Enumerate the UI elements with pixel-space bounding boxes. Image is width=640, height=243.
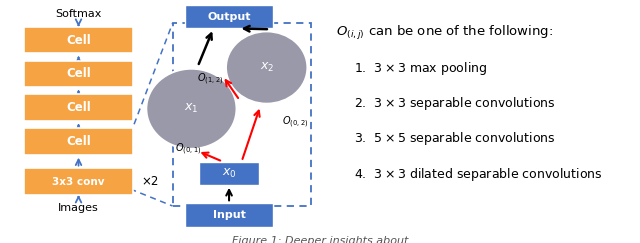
Text: $O_{(1,2)}$: $O_{(1,2)}$ [197, 72, 223, 87]
Text: $O_{(0,1)}$: $O_{(0,1)}$ [175, 142, 202, 157]
Text: Figure 1: Deeper insights about: Figure 1: Deeper insights about [232, 236, 408, 243]
Text: 1.  $3 \times 3$ max pooling: 1. $3 \times 3$ max pooling [355, 60, 488, 77]
Text: ×2: ×2 [141, 175, 159, 188]
FancyBboxPatch shape [199, 162, 259, 185]
FancyBboxPatch shape [24, 95, 133, 121]
Ellipse shape [147, 69, 237, 149]
Text: 2.  $3 \times 3$ separable convolutions: 2. $3 \times 3$ separable convolutions [355, 95, 556, 112]
FancyBboxPatch shape [24, 128, 133, 155]
FancyBboxPatch shape [24, 61, 133, 87]
Text: $x_2$: $x_2$ [260, 61, 274, 74]
Text: Cell: Cell [66, 135, 91, 148]
Text: Softmax: Softmax [55, 9, 102, 19]
Text: 3.  $5 \times 5$ separable convolutions: 3. $5 \times 5$ separable convolutions [355, 130, 556, 147]
Text: Input: Input [212, 210, 246, 220]
Ellipse shape [226, 31, 307, 104]
FancyBboxPatch shape [185, 5, 273, 28]
Text: Images: Images [58, 203, 99, 213]
Text: Cell: Cell [66, 34, 91, 47]
Bar [173, 23, 310, 206]
Text: $O_{(i,j)}$ can be one of the following:: $O_{(i,j)}$ can be one of the following: [336, 24, 553, 42]
Text: $O_{(0,2)}$: $O_{(0,2)}$ [282, 115, 308, 130]
Text: $x_1$: $x_1$ [184, 102, 198, 115]
Text: 4.  $3 \times 3$ dilated separable convolutions: 4. $3 \times 3$ dilated separable convol… [355, 166, 603, 183]
Text: Cell: Cell [66, 101, 91, 114]
Text: Output: Output [207, 12, 251, 22]
Text: Cell: Cell [66, 67, 91, 80]
FancyBboxPatch shape [24, 27, 133, 53]
Text: $x_0$: $x_0$ [221, 167, 236, 180]
FancyBboxPatch shape [24, 168, 133, 195]
FancyBboxPatch shape [185, 203, 273, 226]
Text: 3x3 conv: 3x3 conv [52, 177, 105, 187]
